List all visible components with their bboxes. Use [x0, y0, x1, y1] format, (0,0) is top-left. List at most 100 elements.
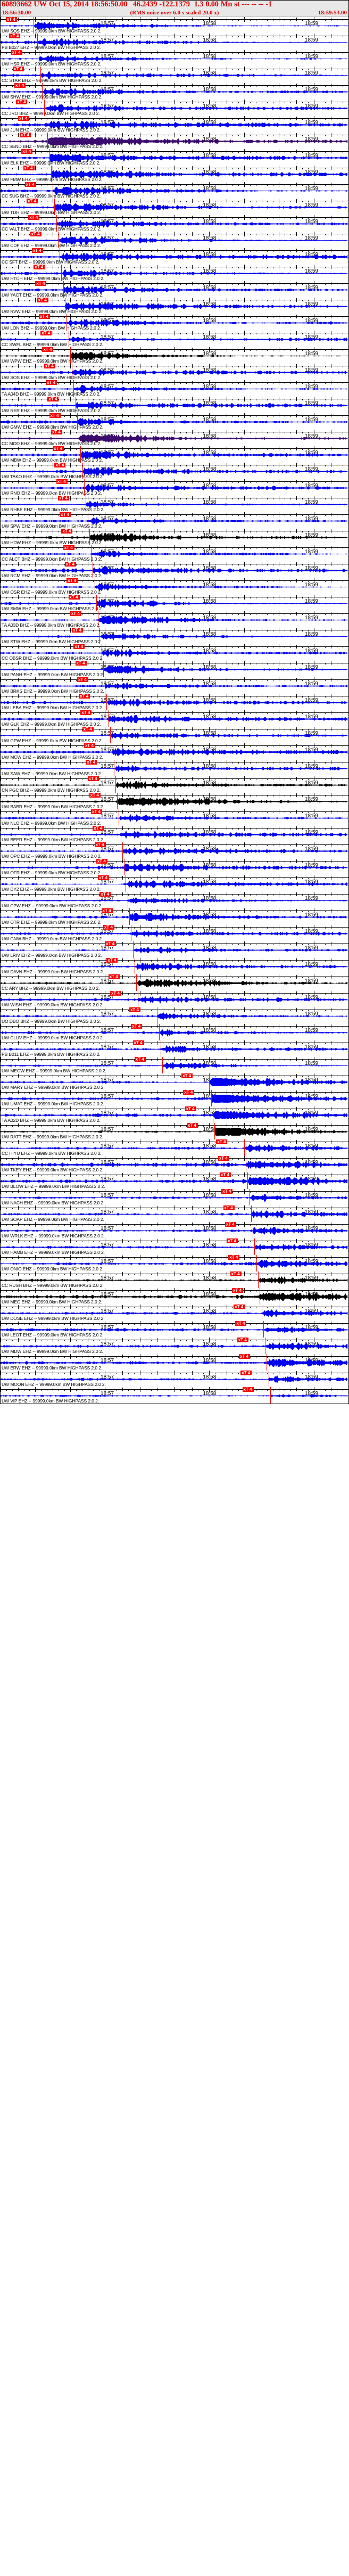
trace-row[interactable]: 18:57 18:58 18:59 xT 4 UW YACT EHZ -- 99999.…: [1, 281, 348, 298]
trace-row[interactable]: 18:57 18:58 18:59 xT 4 UW VIP EHZ -- 99999.0…: [1, 1387, 348, 1404]
trace-row[interactable]: 18:57 18:58 18:59 xT 4 UW CPW EHZ -- 99999.0…: [1, 892, 348, 908]
trace-row[interactable]: 18:57 18:58 18:59 xT 4 UW DAVN EHZ -- 99999.…: [1, 958, 348, 974]
trace-row[interactable]: 18:57 18:58 18:59 xT 4 UW TKEY EHZ -- 99999.…: [1, 1156, 348, 1172]
trace-row[interactable]: 18:57 18:58 18:59 xT 4 CC ALCT BHZ -- 99999.…: [1, 545, 348, 562]
trace-row[interactable]: 18:57 18:58 18:59 xT 4 CC STAR BHZ -- 99999.…: [1, 67, 348, 83]
trace-row[interactable]: 18:57 18:58 18:59 xT 4 CC ARY BHZ -- 99999.0…: [1, 974, 348, 991]
trace-row[interactable]: 18:57 18:58 18:59 xT 4 UW WISH EHZ -- 99999.…: [1, 991, 348, 1007]
axis-time-label: 18:57: [101, 1176, 114, 1182]
trace-row[interactable]: 18:57 18:58 18:59 xT 4 UW MCW EHZ -- 99999.0…: [1, 743, 348, 760]
trace-row[interactable]: 18:57 18:58 18:59 xT 4 PB B027 EHZ -- 99999.…: [1, 34, 348, 50]
trace-row[interactable]: 18:57 18:58 18:59 xT 4 PB B011 EHZ -- 99999.…: [1, 1040, 348, 1057]
pick-marker: [99, 628, 101, 644]
waveform: [1, 913, 348, 921]
trace-row[interactable]: 18:57 18:58 18:59 xT 4 CC SEND BHZ -- 99999.…: [1, 133, 348, 149]
trace-row[interactable]: 18:57 18:58 18:59 xT 4 UW SOAP EHZ -- 99999.…: [1, 1205, 348, 1222]
trace-row[interactable]: 18:57 18:58 18:59 xT 4 UW MOON EHZ -- 99999.…: [1, 1371, 348, 1387]
trace-row[interactable]: 18:57 18:58 18:59 xT 4 UW BEER EHZ -- 99999.…: [1, 826, 348, 842]
trace-row[interactable]: 18:57 18:58 18:59 xT 4 UW CLUV EHZ -- 99999.…: [1, 1024, 348, 1040]
trace-row[interactable]: 18:57 18:58 18:59 xT 4 UW BRKS EHZ -- 99999.…: [1, 677, 348, 694]
trace-row[interactable]: 18:57 18:58 18:59 xT 4 UW HAMB EHZ -- 99999.…: [1, 1238, 348, 1255]
trace-row[interactable]: 18:57 18:58 18:59 xT 4 UW BLOW EHZ -- 99999.…: [1, 1172, 348, 1189]
trace-row[interactable]: 18:57 18:58 18:59 xT 4 UW RHBE EHZ -- 99999.…: [1, 496, 348, 512]
trace-row[interactable]: 18:57 18:58 18:59 xT 4 CC RUSH BHZ -- 99999.…: [1, 1271, 348, 1288]
trace-row[interactable]: 18:57 18:58 18:59 xT 4 UW ONIO EHZ -- 99999.…: [1, 1255, 348, 1271]
trace-row[interactable]: 18:57 18:58 18:59 xT 4 UW JUN EHZ -- 99999.0…: [1, 116, 348, 133]
event-depth: 1.3: [194, 1, 204, 9]
trace-row[interactable]: 18:57 18:58 18:59 xT 4 UW SHW EHZ -- 99999.0…: [1, 83, 348, 100]
trace-row[interactable]: 18:57 18:58 18:59 xT 4 UW OPC EHZ -- 99999.0…: [1, 842, 348, 859]
trace-row[interactable]: 18:57 18:58 18:59 xT 4 CC SWFL BHZ -- 99999.…: [1, 331, 348, 347]
waveform: [1, 831, 348, 839]
trace-row[interactable]: 18:57 18:58 18:59 xT 4 CC SFT BHZ -- 99999.0…: [1, 248, 348, 265]
trace-row[interactable]: 18:57 18:58 18:59 xT 4 UW LRIV EHZ -- 99999.…: [1, 941, 348, 958]
trace-row[interactable]: 18:57 18:58 18:59 xT 4 UW NACH EHZ -- 99999.…: [1, 1189, 348, 1205]
trace-row[interactable]: 18:57 18:58 18:59 xT 4 UW OTR EHZ -- 99999.0…: [1, 908, 348, 925]
trace-row[interactable]: 18:57 18:58 18:59 xT 4 UW GNW BHZ -- 99999.0…: [1, 925, 348, 941]
waveform: [1, 401, 348, 409]
trace-row[interactable]: 18:57 18:58 18:59 xT 4 UW SPW EHZ -- 99999.0…: [1, 512, 348, 529]
trace-row[interactable]: 18:57 18:58 18:59 xT 4 CN PGC BHZ -- 99999.0…: [1, 776, 348, 793]
time-axis: 18:57 18:58 18:59 xT 4: [1, 281, 348, 291]
trace-row[interactable]: 18:57 18:58 18:59 xT 4 UW GLK EHZ -- 99999.0…: [1, 710, 348, 727]
trace-row[interactable]: 18:57 18:58 18:59 xT 4 UW LEBA EHZ -- 99999.…: [1, 694, 348, 710]
trace-row[interactable]: 18:57 18:58 18:59 xT 4 TA A04D BHZ -- 99999.…: [1, 380, 348, 397]
trace-row[interactable]: 18:57 18:58 18:59 xT 4 UW UMAT EHZ -- 99999.…: [1, 1090, 348, 1106]
trace-row[interactable]: 18:57 18:58 18:59 xT 4 UW OFR EHZ -- 99999.0…: [1, 859, 348, 875]
amplitude-badge: xT 4: [134, 1057, 146, 1062]
waveform: [1, 930, 348, 938]
trace-row[interactable]: 18:57 18:58 18:59 xT 4 TA A02D BHZ -- 99999.…: [1, 1106, 348, 1123]
trace-row[interactable]: 18:57 18:58 18:59 xT 4 UW GMW EHZ -- 99999.0…: [1, 413, 348, 430]
axis-time-label: 18:59: [304, 466, 318, 472]
trace-row[interactable]: 18:57 18:58 18:59 xT 4 UW WRLK EHZ -- 99999.…: [1, 1222, 348, 1238]
trace-row[interactable]: 18:57 18:58 18:59 xT 4 UW MEGW EHZ -- 99999.…: [1, 1057, 348, 1073]
trace-row[interactable]: 18:57 18:58 18:59 xT 4 UW SOS EHZ -- 99999.0…: [1, 364, 348, 380]
trace-row[interactable]: 18:57 18:58 18:59 xT 4 UW HSR EHZ -- 99999.0…: [1, 50, 348, 67]
axis-time-label: 18:58: [203, 252, 217, 258]
trace-row[interactable]: 18:57 18:58 18:59 xT 4 UW DY2 EHZ -- 99999.0…: [1, 875, 348, 892]
station-label: CN PGC BHZ -- 99999.0km BW HIGHPASS 2.0 …: [2, 787, 101, 793]
trace-row[interactable]: 18:57 18:58 18:59 xT 4 UW NLO EHZ -- 99999.0…: [1, 809, 348, 826]
trace-row[interactable]: 18:57 18:58 18:59 xT 4 UW SQS EHZ -- 99999.0…: [1, 17, 348, 34]
trace-row[interactable]: 18:57 18:58 18:59 xT 4 UW RATT EHZ -- 99999.…: [1, 1123, 348, 1139]
trace-row[interactable]: 18:57 18:58 18:59 xT 4 UW SAW EHZ -- 99999.0…: [1, 760, 348, 776]
trace-row[interactable]: 18:57 18:58 18:59 xT 4 UW WPW EHZ -- 99999.0…: [1, 347, 348, 364]
trace-row[interactable]: 18:57 18:58 18:59 xT 4 CC HIYU EHZ -- 99999.…: [1, 1139, 348, 1156]
trace-row[interactable]: 18:57 18:58 18:59 xT 4 UW LEOT EHZ -- 99999.…: [1, 1321, 348, 1338]
trace-row[interactable]: 18:57 18:58 18:59 xT 4 CC SUG BHZ -- 99999.0…: [1, 182, 348, 199]
trace-row[interactable]: 18:57 18:58 18:59 xT 4 CC JRO BHZ -- 99999.0…: [1, 100, 348, 116]
trace-row[interactable]: 18:57 18:58 18:59 xT 4 UW RNO EHZ -- 99999.0…: [1, 479, 348, 496]
waveform: [1, 1392, 348, 1400]
trace-row[interactable]: 18:57 18:58 18:59 xT 4 UW CDF EHZ -- 99999.0…: [1, 232, 348, 248]
trace-row[interactable]: 18:57 18:58 18:59 xT 4 UW GPW EHZ -- 99999.0…: [1, 727, 348, 743]
trace-row[interactable]: 18:57 18:58 18:59 xT 4 UW MEG EHZ -- 99999.0…: [1, 1288, 348, 1305]
trace-row[interactable]: 18:57 18:58 18:59 xT 4 UO DBO BHZ -- 99999.0…: [1, 1007, 348, 1024]
time-axis: 18:57 18:58 18:59 xT 4: [1, 413, 348, 423]
axis-time-label: 18:58: [203, 714, 217, 720]
trace-row[interactable]: 18:57 18:58 18:59 xT 4 UW HTCH EHZ -- 99999.…: [1, 265, 348, 281]
trace-row[interactable]: 18:57 18:58 18:59 xT 4 UW MDW EHZ -- 99999.0…: [1, 1338, 348, 1354]
trace-row[interactable]: 18:57 18:58 18:59 xT 4 UW ELK EHZ -- 99999.0…: [1, 149, 348, 166]
trace-row[interactable]: 18:57 18:58 18:59 xT 4 UW RER EHZ -- 99999.0…: [1, 397, 348, 413]
pick-marker: [136, 974, 137, 991]
trace-row[interactable]: 18:57 18:58 18:59 xT 4 UW SMW EHZ -- 99999.0…: [1, 595, 348, 611]
